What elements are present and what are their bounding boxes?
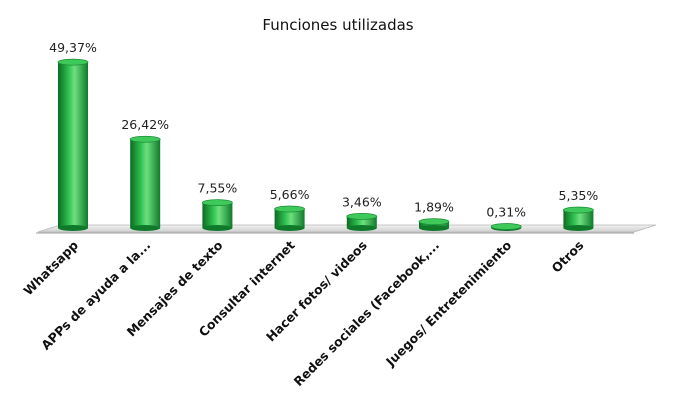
bar-top-cap [563, 206, 594, 214]
bar-body [346, 216, 377, 228]
data-label-7: 0,31% [486, 205, 526, 220]
bar-body [274, 208, 305, 228]
bar-top-cap [346, 212, 378, 220]
bar-top-cap [490, 223, 522, 230]
data-label-5: 3,46% [342, 194, 382, 209]
data-label-2: 26,42% [121, 117, 169, 132]
data-label-4: 5,66% [270, 187, 310, 202]
bar-top-cap [418, 218, 450, 226]
data-label-6: 1,89% [414, 200, 454, 215]
bar-body [202, 202, 233, 228]
data-label-8: 5,35% [559, 188, 599, 203]
bar-bottom-cap [58, 225, 88, 231]
bar-4 [274, 205, 306, 231]
bar-1 [57, 58, 89, 231]
category-label-6: Redes sociales (Facebook,... [291, 238, 443, 390]
bar-6 [418, 218, 450, 231]
bar-body [130, 139, 161, 228]
chart-title: Funciones utilizadas [262, 16, 413, 34]
data-label-3: 7,55% [198, 181, 238, 196]
bar-2 [129, 135, 161, 231]
data-label-1: 49,37% [49, 40, 97, 55]
bar-top-cap [129, 135, 161, 143]
bar-bottom-cap [419, 225, 449, 231]
bar-bottom-cap [202, 225, 233, 231]
category-label-7: Juegos/ Entretenimiento [382, 237, 514, 369]
bar-top-cap [57, 58, 89, 66]
bar-bottom-cap [563, 225, 594, 231]
bar-8 [563, 206, 594, 231]
bar-top-cap [201, 199, 233, 207]
bar-body [58, 62, 88, 229]
category-label-8: Otros [548, 238, 586, 276]
bar-3 [201, 199, 233, 231]
bar-body [563, 210, 594, 228]
bar-5 [346, 212, 378, 231]
bar-top-cap [274, 205, 306, 213]
bar-bottom-cap [130, 225, 161, 231]
category-label-1: Whatsapp [20, 237, 81, 298]
bar-bottom-cap [346, 225, 377, 231]
bar-bottom-cap [274, 225, 305, 231]
bar-7 [490, 223, 522, 231]
